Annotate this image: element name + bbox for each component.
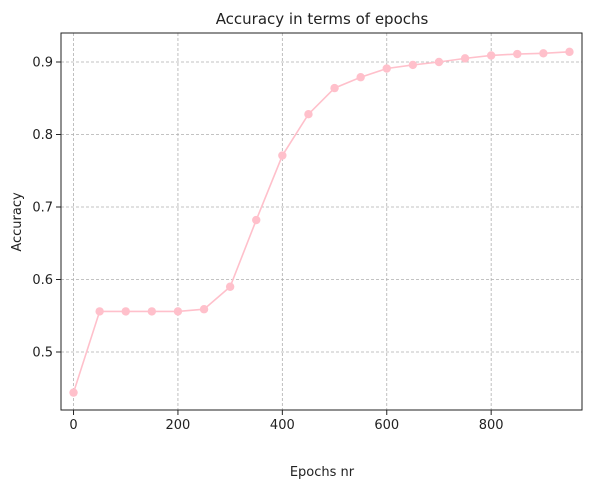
data-point bbox=[382, 64, 391, 73]
data-point bbox=[121, 307, 130, 316]
series-line bbox=[72, 51, 570, 393]
chart-title: Accuracy in terms of epochs bbox=[216, 10, 429, 28]
x-tick-label: 800 bbox=[479, 418, 504, 433]
x-tick-label: 200 bbox=[166, 418, 191, 433]
series-layer bbox=[69, 47, 574, 397]
data-point bbox=[147, 307, 157, 316]
y-tick-label: 0.6 bbox=[32, 273, 53, 288]
data-point bbox=[486, 51, 496, 60]
data-point bbox=[356, 73, 365, 82]
data-point bbox=[95, 307, 104, 316]
data-point bbox=[408, 60, 418, 70]
data-point bbox=[539, 49, 548, 58]
grid-layer bbox=[61, 33, 582, 410]
data-point bbox=[252, 215, 261, 225]
data-point bbox=[460, 54, 470, 63]
x-tick-label: 600 bbox=[374, 418, 399, 433]
data-point bbox=[173, 307, 183, 316]
axes-layer: 0 200 400 600 800 0.5 0.6 0.7 0.8 0.9 bbox=[32, 32, 583, 433]
data-point bbox=[513, 49, 522, 59]
data-point bbox=[330, 83, 339, 93]
y-tick-label: 0.8 bbox=[32, 128, 53, 143]
y-axis-label: Accuracy bbox=[10, 192, 25, 252]
x-tick-label: 0 bbox=[69, 418, 77, 433]
y-tick-label: 0.7 bbox=[32, 201, 53, 216]
data-point bbox=[225, 282, 235, 291]
y-tick-label: 0.9 bbox=[32, 56, 53, 71]
x-tick-label: 400 bbox=[270, 418, 295, 433]
data-point bbox=[69, 388, 78, 397]
data-point bbox=[304, 110, 313, 119]
x-axis-label: Epochs nr bbox=[290, 465, 355, 480]
y-tick-label: 0.5 bbox=[32, 346, 53, 361]
data-point bbox=[199, 305, 209, 314]
data-point bbox=[278, 151, 287, 160]
data-point bbox=[434, 57, 444, 67]
plot-frame bbox=[60, 32, 583, 411]
data-point bbox=[565, 47, 574, 57]
